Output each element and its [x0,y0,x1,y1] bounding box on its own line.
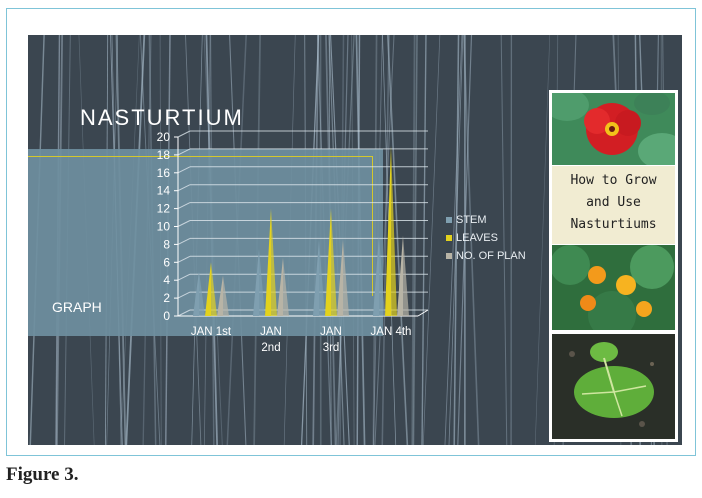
grid-line-depth [177,255,191,263]
background-streak [444,35,463,445]
chart-legend: STEM LEAVES NO. OF PLAN [446,211,526,265]
y-tick-label: 14 [157,184,171,198]
x-tick-label: 3rd [323,342,340,354]
x-axis-depth [417,309,429,317]
bar-shade [391,145,397,316]
background-streak [422,35,441,445]
grid-line-depth [177,166,191,174]
bar-shade [211,262,217,316]
x-tick-label: JAN [260,326,282,338]
y-tick-label: 8 [163,237,170,251]
chart: 0 2 4 6 8 10 12 14 16 18 20 JAN 1st JAN 2nd JAN 3rd JAN … [157,130,429,354]
bar-no-of-plan [397,235,403,316]
nasturtium-leaves-icon [552,245,675,330]
bar-leaves [325,208,331,316]
legend-swatch [446,235,452,241]
book-cover: How to Grow and Use Nasturtiums [549,90,678,442]
background-streak [500,35,508,445]
figure-caption: Figure 3. [6,464,79,485]
bar-shade [343,239,349,316]
legend-item: STEM [446,211,526,229]
y-tick-label: 16 [157,166,171,180]
grid-line-depth [177,130,191,138]
y-tick-label: 10 [157,220,171,234]
bar-shade [379,235,385,316]
y-tick-label: 2 [163,291,170,305]
book-title-line: and Use [586,195,641,210]
legend-item: LEAVES [446,229,526,247]
bar-no-of-plan [277,257,283,316]
y-tick-label: 18 [157,148,171,162]
chart-title: NASTURTIUM [80,105,244,130]
grid-line-depth [177,202,191,210]
y-tick-label: 12 [157,202,171,216]
bar-shade [223,275,229,316]
book-title-line: How to Grow [570,173,657,188]
grid-line-depth [177,148,191,156]
legend-item: NO. OF PLAN [446,247,526,265]
grid-line-depth [177,309,191,317]
grid-line-depth [177,220,191,227]
bar-shade [199,271,205,316]
background-streak [381,35,390,445]
bar-stem [253,248,259,316]
bar-shade [319,239,325,316]
grid-line-depth [177,273,191,281]
x-tick-label: JAN 4th [371,326,412,338]
bar-leaves [265,208,271,316]
graph-label: GRAPH [52,299,102,315]
legend-swatch [446,217,452,223]
bar-stem [373,235,379,316]
book-title: How to Grow and Use Nasturtiums [552,166,675,244]
y-tick-label: 0 [163,309,170,323]
background-streak [412,35,418,445]
bar-leaves [205,262,211,316]
book-title-line: Nasturtiums [570,217,657,232]
x-tick-label: JAN 1st [191,326,232,338]
x-tick-label: JAN [320,326,342,338]
bar-shade [271,208,277,316]
y-tick-label: 4 [163,273,170,287]
bar-shade [259,248,265,316]
bar-stem [313,239,319,316]
legend-label: STEM [456,214,487,226]
figure-frame [6,8,696,456]
bar-shade [331,208,337,316]
bar-shade [403,235,409,316]
x-tick-label: 2nd [261,342,280,354]
grid-line-depth [177,237,191,245]
nasturtium-flower-icon [552,93,675,165]
grid-line-depth [177,184,191,192]
bar-shade [283,257,289,316]
grid-line-depth [177,291,191,299]
bar-leaves [385,145,391,316]
background-streak [463,35,480,445]
nasturtium-seedling-icon [552,334,675,439]
legend-label: NO. OF PLAN [456,250,526,262]
bar-stem [193,271,199,316]
y-tick-label: 20 [157,130,171,144]
y-tick-label: 6 [163,255,170,269]
background-streak [448,35,464,445]
band-accent-line [28,156,372,157]
band-accent-vline [372,156,373,296]
background-streak [534,35,551,445]
legend-swatch [446,253,452,259]
bar-no-of-plan [337,239,343,316]
background-streak [411,35,416,445]
legend-label: LEAVES [456,232,498,244]
background-streak [386,35,409,445]
background-streak [453,35,460,445]
background-streak [421,35,427,445]
slide: NASTURTIUM GRAPH 0 2 4 6 8 10 12 14 16 18 20 JAN 1s… [28,35,682,445]
bar-no-of-plan [217,275,223,316]
